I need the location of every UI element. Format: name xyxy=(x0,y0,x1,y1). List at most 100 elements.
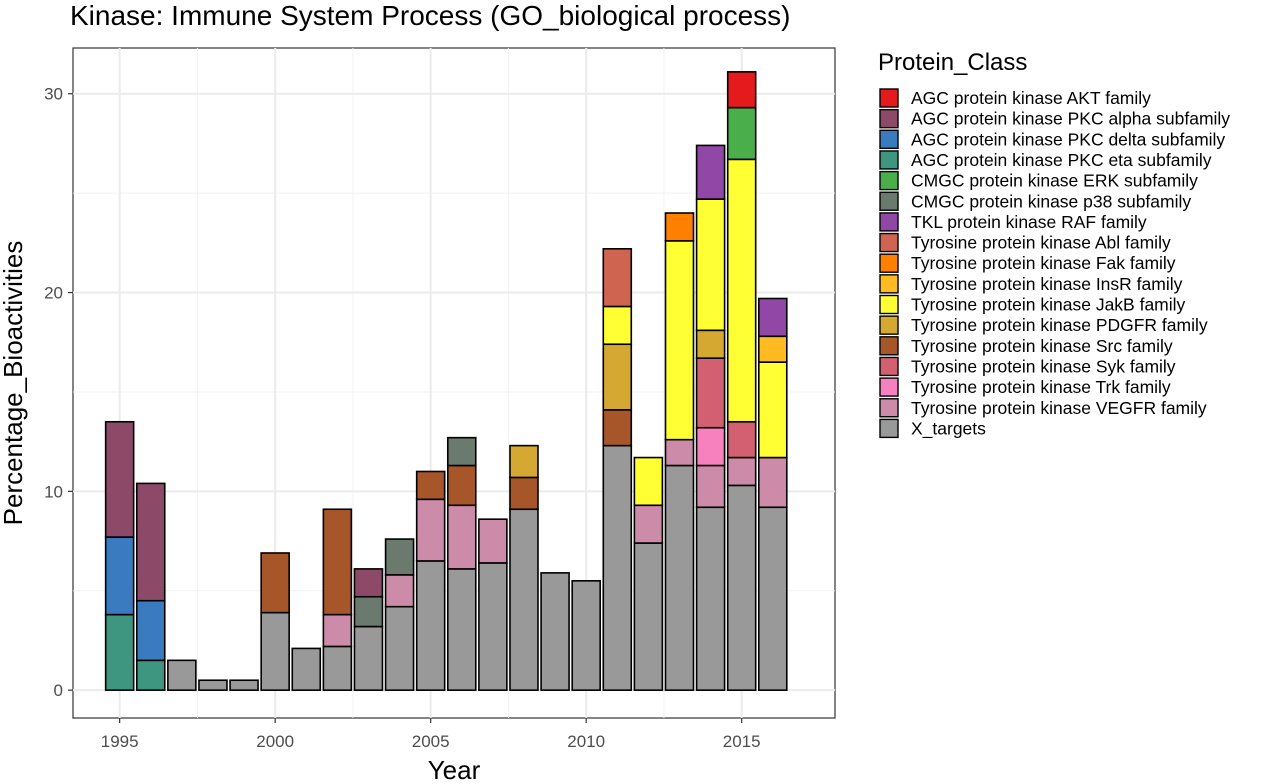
bar-segment xyxy=(695,357,726,429)
bar-stack-1997 xyxy=(167,659,197,691)
x-tick-label: 1995 xyxy=(101,732,139,751)
bar-segment xyxy=(384,605,415,691)
legend-swatch xyxy=(879,170,899,191)
legend-swatch xyxy=(879,232,899,253)
bar-stack-2009 xyxy=(540,572,570,691)
bar-stack-2014 xyxy=(695,144,726,691)
bar-segment xyxy=(695,426,726,467)
bar-segment xyxy=(664,240,695,441)
bar-segment xyxy=(757,456,788,509)
bar-segment xyxy=(446,568,477,691)
legend-item: Tyrosine protein kinase JakB family xyxy=(879,294,1186,315)
x-axis-ticks: 1995 2000 2005 2010 2015 xyxy=(101,718,761,751)
legend-label: Tyrosine protein kinase JakB family xyxy=(911,295,1186,315)
legend-label: Tyrosine protein kinase Fak family xyxy=(911,253,1176,273)
bar-stack-2007 xyxy=(478,518,508,691)
bar-segment xyxy=(353,595,384,628)
legend-swatch xyxy=(879,150,899,170)
bar-segment xyxy=(322,645,353,691)
bar-segment xyxy=(633,504,664,544)
bar-stack-2000 xyxy=(260,552,290,691)
legend-label: AGC protein kinase PKC eta subfamily xyxy=(911,150,1212,170)
legend-label: Tyrosine protein kinase PDGFR family xyxy=(911,315,1208,335)
bar-stack-2004 xyxy=(384,538,415,691)
bar-segment xyxy=(260,611,290,691)
bar-segment xyxy=(446,504,477,570)
legend-title: Protein_Class xyxy=(878,49,1027,76)
bar-segment xyxy=(757,297,788,338)
bar-segment xyxy=(198,679,228,691)
legend-item: AGC protein kinase PKC eta subfamily xyxy=(879,150,1212,170)
bar-stack-1998 xyxy=(198,679,228,691)
bar-segment xyxy=(695,506,726,691)
bar-segment xyxy=(135,482,166,602)
bar-segment xyxy=(384,538,415,576)
bar-segment xyxy=(540,572,570,691)
bar-segment xyxy=(664,212,695,242)
legend-label: Tyrosine protein kinase VEGFR family xyxy=(911,398,1207,418)
bar-segment xyxy=(135,659,166,691)
bar-stack-1995 xyxy=(104,420,135,691)
bar-segment xyxy=(695,464,726,509)
bar-segment xyxy=(726,106,757,161)
bar-segment xyxy=(509,476,539,511)
y-tick-label: 0 xyxy=(54,681,63,700)
x-tick-label: 2010 xyxy=(567,732,605,751)
legend-swatch xyxy=(879,108,899,129)
legend-swatch xyxy=(879,129,899,150)
legend-label: Tyrosine protein kinase Syk family xyxy=(911,356,1176,376)
bar-segment xyxy=(322,613,353,648)
bar-segment xyxy=(757,506,788,691)
legend-label: TKL protein kinase RAF family xyxy=(911,212,1147,232)
legend-label: Tyrosine protein kinase Abl family xyxy=(911,233,1171,253)
legend-swatch xyxy=(879,336,899,356)
bar-stack-1999 xyxy=(229,679,259,691)
legend-swatch xyxy=(879,88,899,108)
bar-segment xyxy=(602,248,633,308)
bar-segment xyxy=(104,536,135,616)
bar-segment xyxy=(384,574,415,608)
legend-label: CMGC protein kinase p38 subfamily xyxy=(911,191,1191,211)
bar-segment xyxy=(415,498,446,562)
bar-stack-2010 xyxy=(571,580,601,691)
y-tick-label: 30 xyxy=(44,85,63,104)
legend-swatch xyxy=(879,274,899,294)
legend-swatch xyxy=(879,253,899,273)
legend-label: AGC protein kinase PKC alpha subfamily xyxy=(911,109,1230,129)
legend-item: CMGC protein kinase p38 subfamily xyxy=(879,191,1191,211)
bar-segment xyxy=(695,329,726,359)
bar-segment xyxy=(571,580,601,691)
bar-segment xyxy=(478,518,508,564)
bar-stack-2002 xyxy=(322,508,353,691)
x-tick-label: 2005 xyxy=(412,732,450,751)
x-tick-label: 2000 xyxy=(256,732,294,751)
bar-segment xyxy=(446,464,477,507)
bar-stack-2001 xyxy=(291,647,322,691)
bar-segment xyxy=(726,456,757,487)
bar-stack-2008 xyxy=(509,444,539,691)
bar-stack-2015 xyxy=(726,71,757,691)
y-axis-ticks: 0 10 20 30 xyxy=(44,85,73,700)
legend-swatch xyxy=(879,212,899,232)
bar-segment xyxy=(167,659,197,691)
bar-stack-2016 xyxy=(757,297,788,691)
bar-segment xyxy=(695,144,726,200)
legend-item: AGC protein kinase PKC delta subfamily xyxy=(879,129,1225,150)
bar-segment xyxy=(602,444,633,691)
bar-stack-1996 xyxy=(135,482,166,691)
legend-item: AGC protein kinase AKT family xyxy=(879,88,1151,108)
bar-segment xyxy=(415,560,446,691)
legend-item: CMGC protein kinase ERK subfamily xyxy=(879,170,1198,191)
legend-swatch xyxy=(879,191,899,211)
legend-item: Tyrosine protein kinase InsR family xyxy=(879,274,1183,294)
bar-segment xyxy=(695,198,726,332)
bar-stack-2011 xyxy=(602,248,633,691)
bar-stack-2003 xyxy=(353,568,384,691)
y-tick-label: 10 xyxy=(44,482,63,501)
legend-label: Tyrosine protein kinase Src family xyxy=(911,336,1173,356)
bar-segment xyxy=(664,464,695,691)
legend-swatch xyxy=(879,294,899,315)
legend-swatch xyxy=(879,398,899,418)
